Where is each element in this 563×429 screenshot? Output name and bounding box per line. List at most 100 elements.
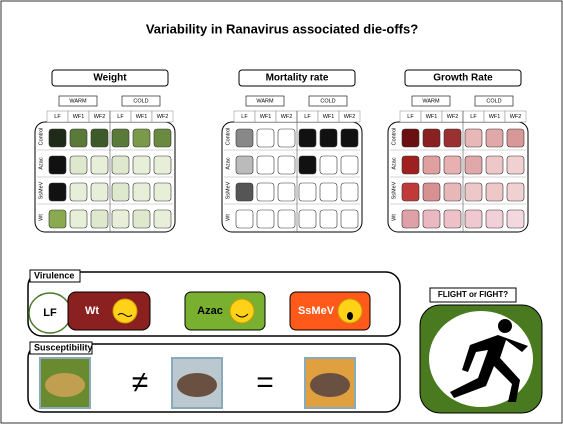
heat-cell: [132, 209, 151, 229]
ssmev-label: SsMeV: [298, 305, 335, 317]
warm-box: [58, 95, 98, 107]
heat-cell: [506, 128, 525, 148]
heat-cell: [132, 182, 151, 202]
virulence-label: Virulence: [34, 270, 74, 280]
heat-cell: [153, 182, 172, 202]
heat-cell: [401, 182, 420, 202]
heat-cell: [235, 182, 254, 202]
row-label: SsMeV: [38, 181, 44, 199]
row-label: Control: [391, 128, 397, 146]
column-header: LF: [241, 114, 248, 120]
heat-cell: [298, 182, 317, 202]
cold-label: COLD: [320, 98, 335, 104]
column-header: WF2: [447, 114, 459, 120]
heat-cell: [48, 128, 67, 148]
warm-label: WARM: [69, 98, 87, 104]
runner: [450, 319, 528, 402]
heat-cell: [69, 209, 88, 229]
cold-label: COLD: [133, 98, 148, 104]
grid-label-box: [238, 69, 356, 87]
grid-label-box: [404, 69, 522, 87]
column-header: WF1: [426, 114, 438, 120]
heat-cell: [111, 209, 130, 229]
grids: Weight WARM COLD LF WF1 WF2 LF WF1 WF2 Control Aza…: [34, 69, 529, 233]
heat-cell: [464, 128, 483, 148]
column-header: LF: [407, 114, 414, 120]
cold-box: [308, 95, 348, 107]
flight-circle: [429, 311, 533, 407]
azac-label: Azac: [197, 305, 223, 317]
column-header: WF1: [323, 114, 335, 120]
heat-cell: [340, 128, 359, 148]
heat-cell: [401, 209, 420, 229]
heat-cell: [298, 155, 317, 175]
heat-cell: [422, 209, 441, 229]
cold-box: [121, 95, 161, 107]
heat-cell: [298, 128, 317, 148]
heat-cell: [111, 155, 130, 175]
heat-cell: [485, 209, 504, 229]
heat-cell: [443, 155, 462, 175]
warm-label: WARM: [256, 98, 274, 104]
heat-cell: [277, 128, 296, 148]
row-label: SsMeV: [225, 181, 231, 199]
heat-cell: [256, 209, 275, 229]
grid-label: Mortality rate: [266, 73, 329, 84]
column-header: WF1: [489, 114, 501, 120]
heat-cell: [443, 182, 462, 202]
grid-label: Growth Rate: [433, 73, 493, 84]
heat-cell: [48, 155, 67, 175]
column-header: LF: [304, 114, 311, 120]
heat-cell: [153, 128, 172, 148]
row-label: Control: [38, 128, 44, 146]
heat-cell: [401, 128, 420, 148]
heat-cell: [69, 155, 88, 175]
cold-label: COLD: [486, 98, 501, 104]
heat-cell: [277, 209, 296, 229]
column-header: WF2: [94, 114, 106, 120]
column-header-box: [504, 110, 527, 123]
heat-cell: [506, 155, 525, 175]
heat-cell: [464, 182, 483, 202]
heat-cell: [111, 128, 130, 148]
heat-cell: [485, 128, 504, 148]
heat-cell: [235, 155, 254, 175]
frog-body: [310, 373, 350, 397]
heat-cell: [69, 182, 88, 202]
heat-cell: [464, 209, 483, 229]
heat-cell: [235, 128, 254, 148]
heat-cell: [443, 209, 462, 229]
row-label: Control: [225, 128, 231, 146]
column-header: WF1: [136, 114, 148, 120]
heat-cell: [90, 155, 109, 175]
heat-cell: [256, 155, 275, 175]
smiley-mouth: [347, 312, 353, 320]
heat-cell: [506, 209, 525, 229]
heat-cell: [69, 128, 88, 148]
heat-cell: [298, 209, 317, 229]
heat-cell: [277, 182, 296, 202]
heat-cell: [340, 182, 359, 202]
flight-label: FLIGHT or FIGHT?: [438, 290, 508, 299]
row-label: Wt: [391, 214, 397, 221]
warm-label: WARM: [422, 98, 440, 104]
heat-cell: [319, 209, 338, 229]
title: Variability in Ranavirus associated die-…: [146, 21, 418, 36]
warm-box: [411, 95, 451, 107]
smiley: [112, 298, 138, 324]
heat-cell: [256, 128, 275, 148]
susceptibility-tab: [29, 341, 93, 355]
heat-cell: [277, 155, 296, 175]
heat-cell: [132, 128, 151, 148]
smiley-mouth: [235, 313, 249, 318]
heat-cell: [48, 182, 67, 202]
warm-box: [245, 95, 285, 107]
row-label: Azac: [38, 157, 44, 169]
row-label: Wt: [38, 214, 44, 221]
frog-body: [177, 373, 217, 397]
heat-cell: [319, 155, 338, 175]
not-equal: ≠: [132, 366, 148, 399]
heat-cell: [422, 155, 441, 175]
heat-cell: [464, 155, 483, 175]
